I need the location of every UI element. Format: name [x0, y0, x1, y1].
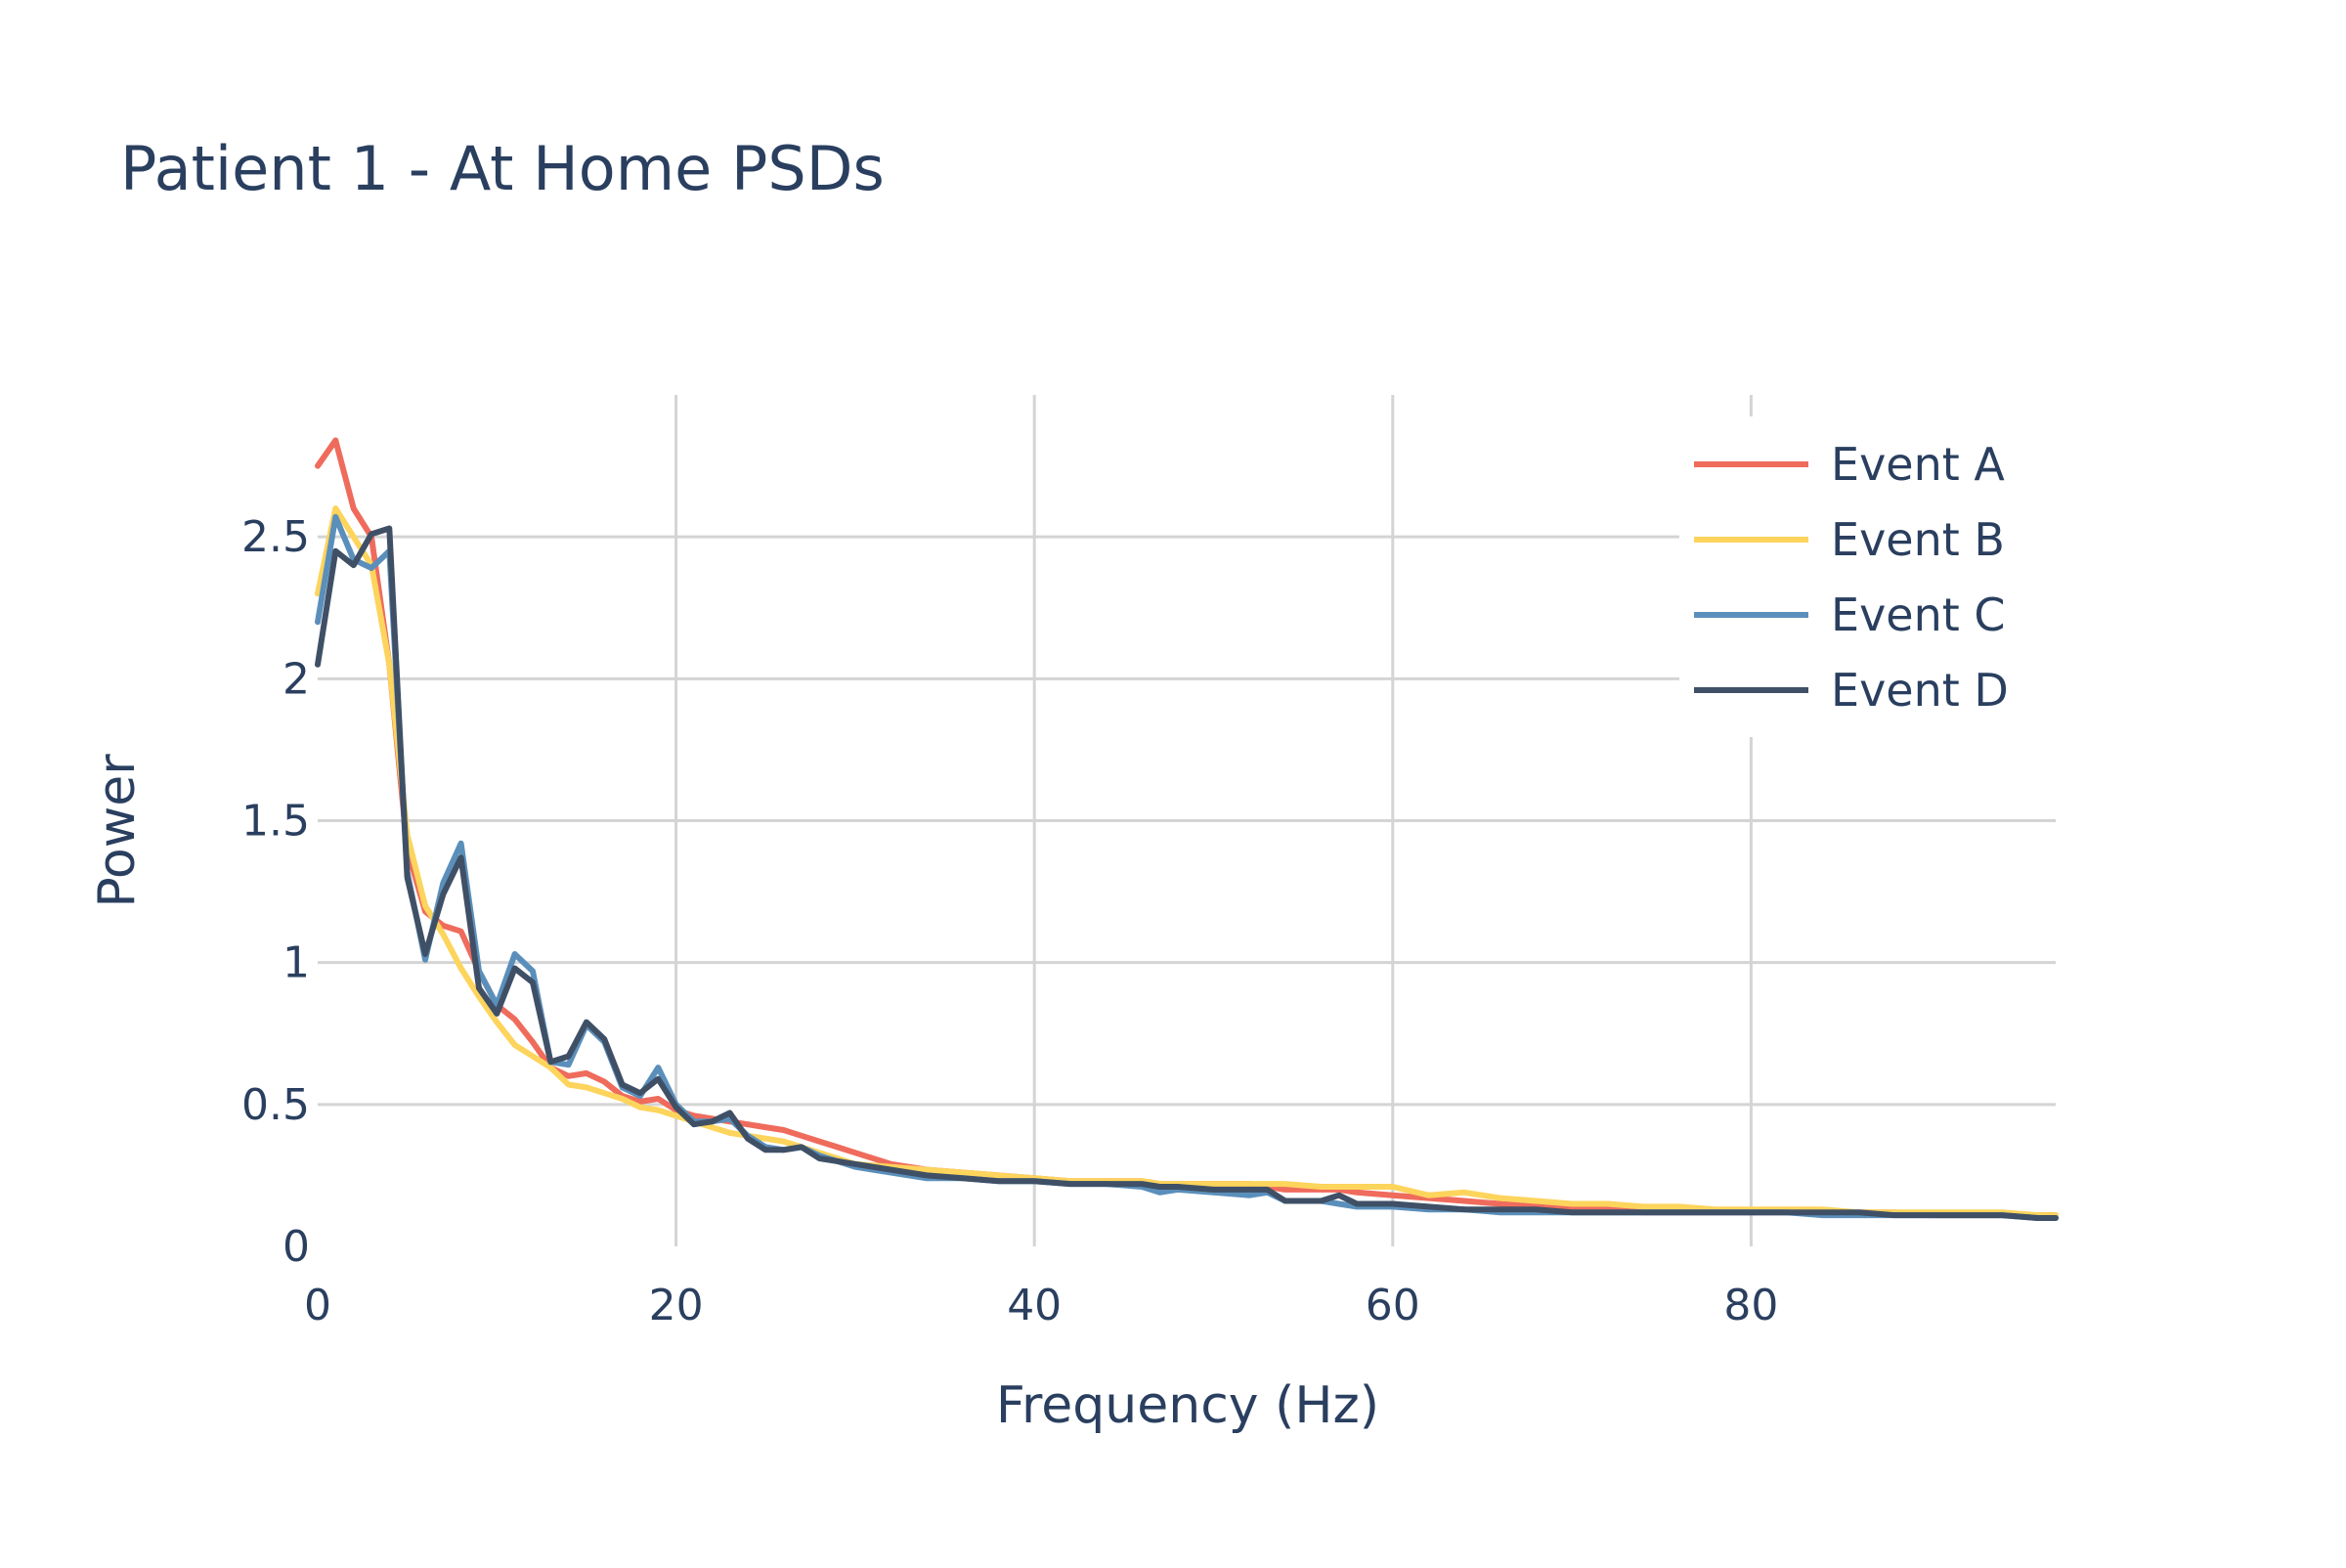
legend-label: Event A [1831, 438, 2005, 491]
legend-item-event-d[interactable]: Event D [1694, 664, 2009, 717]
y-tick-label: 2.5 [241, 512, 310, 562]
x-axis-title: Frequency (Hz) [996, 1376, 1379, 1435]
y-tick-label: 1.5 [241, 797, 310, 847]
legend-label: Event C [1831, 588, 2006, 641]
y-tick-label: 2 [282, 654, 310, 704]
chart-title: Patient 1 - At Home PSDs [120, 133, 885, 204]
y-tick-label: 0 [282, 1222, 310, 1272]
legend-label: Event D [1831, 664, 2009, 717]
y-axis-ticks: 0 0.5 1 1.5 2 2.5 [241, 512, 310, 1272]
series-line-event-b[interactable] [315, 505, 2059, 1219]
x-tick-label: 0 [304, 1281, 331, 1330]
x-tick-label: 80 [1723, 1281, 1778, 1330]
x-axis-ticks: 0 20 40 60 80 [304, 1281, 1778, 1330]
series-lines [315, 437, 2059, 1221]
y-tick-label: 0.5 [241, 1080, 310, 1130]
legend[interactable]: Event A Event B Event C Event D [1679, 416, 2061, 737]
legend-box [1679, 416, 2061, 737]
x-tick-label: 20 [649, 1281, 704, 1330]
y-tick-label: 1 [282, 938, 310, 988]
x-tick-label: 40 [1007, 1281, 1062, 1330]
legend-item-event-b[interactable]: Event B [1694, 513, 2005, 566]
legend-item-event-a[interactable]: Event A [1694, 438, 2005, 491]
legend-item-event-c[interactable]: Event C [1694, 588, 2006, 641]
series-line-event-d[interactable] [315, 525, 2059, 1221]
y-axis-title: Power [88, 754, 147, 908]
x-tick-label: 60 [1366, 1281, 1420, 1330]
legend-label: Event B [1831, 513, 2005, 566]
